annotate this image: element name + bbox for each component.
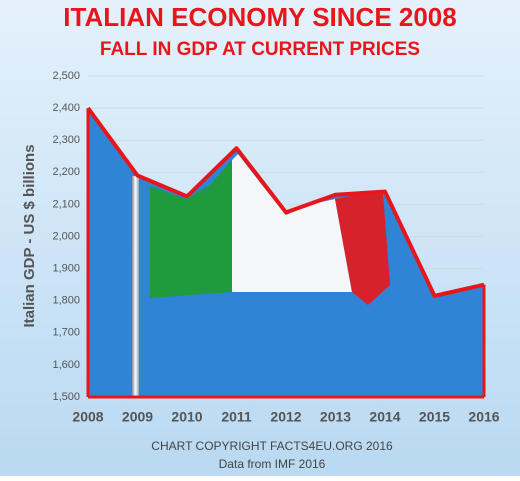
flag-white	[232, 154, 352, 292]
chart-title: ITALIAN ECONOMY SINCE 2008	[63, 2, 456, 32]
series-line	[86, 106, 485, 298]
footer-source: Data from IMF 2016	[219, 457, 326, 471]
x-tick-label: 2012	[270, 409, 301, 425]
y-tick-label: 1,500	[52, 391, 80, 403]
x-tick-label: 2015	[419, 409, 450, 425]
y-tick-label: 2,000	[52, 230, 80, 242]
y-tick-label: 1,700	[52, 327, 80, 339]
y-tick-label: 2,400	[52, 102, 80, 114]
flag-illustration	[132, 154, 390, 397]
x-tick-label: 2016	[468, 409, 499, 425]
footer-copyright: CHART COPYRIGHT FACTS4EU.ORG 2016	[151, 439, 393, 453]
y-tick-label: 1,900	[52, 263, 80, 275]
foreground: 1,500 1,600 1,700 1,800 1,900 2,000 2,100 2,200…	[52, 70, 499, 425]
chart-subtitle: FALL IN GDP AT CURRENT PRICES	[100, 39, 420, 60]
x-tick-label: 2014	[369, 409, 400, 425]
x-tick-label: 2008	[72, 409, 103, 425]
x-tick-label: 2009	[122, 409, 153, 425]
flag-pole	[132, 176, 139, 397]
flag-red	[335, 193, 390, 305]
y-tick-label: 2,100	[52, 198, 80, 210]
x-tick-label: 2010	[171, 409, 202, 425]
x-tick-label: 2011	[221, 409, 252, 425]
flag-green	[150, 160, 240, 298]
y-tick-label: 2,200	[52, 166, 80, 178]
x-tick-label: 2013	[320, 409, 351, 425]
y-tick-label: 2,500	[52, 70, 80, 82]
y-tick-label: 1,600	[52, 359, 80, 371]
y-tick-label: 2,300	[52, 134, 80, 146]
y-axis-label: Italian GDP - US $ billions	[21, 144, 38, 327]
y-tick-label: 1,800	[52, 295, 80, 307]
